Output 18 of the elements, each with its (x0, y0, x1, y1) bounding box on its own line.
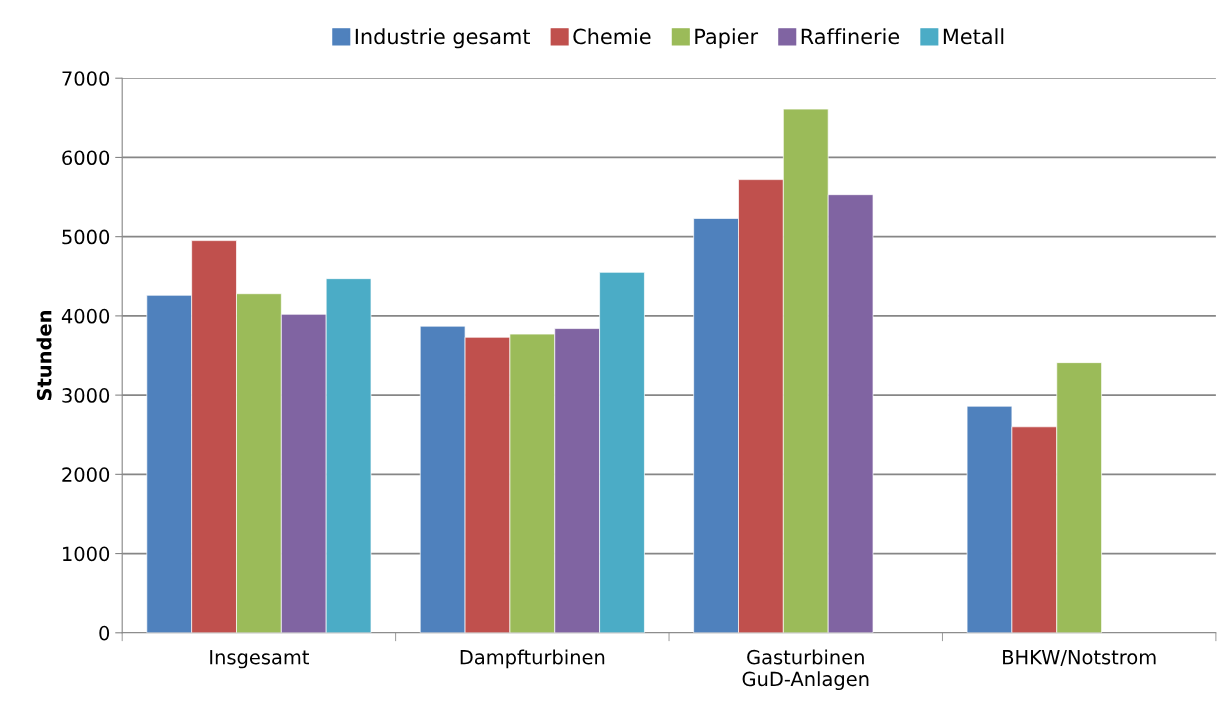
y-tick-label: 7000 (62, 71, 110, 86)
y-tick-label: 3000 (62, 388, 110, 403)
legend-label: Raffinerie (801, 28, 900, 45)
legend-label: Chemie (573, 28, 651, 45)
x-tick-label: Insgesamt (210, 650, 309, 669)
legend-label: Metall (943, 28, 1004, 45)
x-tick-label: Dampfturbinen (460, 649, 605, 669)
y-tick-label: 5000 (62, 229, 110, 245)
y-tick-label: 6000 (62, 150, 110, 166)
y-axis-title: Stunden (36, 311, 52, 401)
x-tick-label: Gasturbinen GuD-Anlagen (742, 649, 869, 691)
y-tick-label: 2000 (62, 467, 110, 482)
legend-label: Industrie gesamt (355, 28, 530, 49)
y-tick-label: 1000 (63, 546, 110, 562)
y-tick-label: 4000 (61, 308, 110, 324)
x-tick-label: BHKW/Notstrom (1003, 650, 1156, 667)
legend-label: Papier (695, 28, 759, 49)
y-tick-label: 0 (99, 625, 110, 641)
